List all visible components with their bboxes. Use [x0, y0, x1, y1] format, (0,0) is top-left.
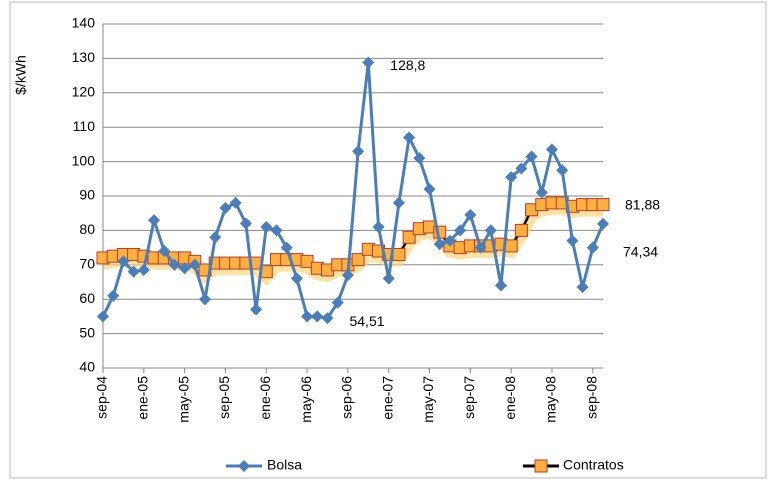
marker	[107, 289, 120, 302]
marker	[280, 241, 293, 254]
x-tick-label: may-07	[420, 376, 436, 423]
x-tick-label: sep-06	[339, 376, 355, 419]
marker	[188, 258, 201, 271]
y-tick-label: 100	[72, 152, 96, 168]
x-tick-label: may-08	[543, 376, 559, 423]
marker	[260, 220, 273, 233]
marker	[576, 281, 589, 294]
x-tick-label: ene-07	[379, 376, 395, 420]
marker	[372, 220, 385, 233]
marker	[148, 214, 161, 227]
marker	[566, 234, 579, 247]
data-label: 81,88	[625, 197, 660, 213]
marker	[514, 223, 528, 237]
marker	[382, 272, 395, 285]
marker	[464, 208, 477, 221]
y-tick-label: 130	[72, 49, 96, 65]
x-tick-label: ene-08	[502, 376, 518, 420]
marker	[413, 152, 426, 165]
marker	[270, 224, 283, 237]
marker	[433, 238, 446, 251]
x-tick-label: sep-04	[94, 376, 110, 419]
marker	[229, 196, 242, 209]
legend-label: Bolsa	[267, 457, 302, 473]
x-tick-label: sep-08	[583, 376, 599, 419]
marker	[321, 312, 334, 325]
x-tick-label: ene-05	[135, 376, 151, 420]
marker	[454, 224, 467, 237]
y-tick-label: 50	[79, 324, 95, 340]
marker	[556, 164, 569, 177]
y-tick-label: 140	[72, 15, 96, 31]
marker	[535, 186, 548, 199]
marker	[209, 231, 222, 244]
marker	[331, 296, 344, 309]
marker	[515, 162, 528, 175]
marker	[97, 310, 109, 323]
y-tick-label: 40	[79, 359, 95, 375]
y-tick-label: 70	[79, 256, 95, 272]
y-axis-label: $/kWh	[13, 55, 29, 95]
marker	[199, 293, 212, 306]
y-tick-label: 90	[79, 187, 95, 203]
marker	[300, 254, 314, 268]
y-tick-label: 60	[79, 290, 95, 306]
marker	[341, 269, 354, 282]
data-label: 54,51	[349, 313, 384, 329]
marker	[504, 239, 518, 253]
marker	[525, 150, 538, 163]
legend-marker	[238, 460, 250, 472]
marker	[137, 263, 150, 276]
marker	[239, 217, 252, 230]
marker	[545, 143, 558, 156]
marker	[351, 253, 365, 267]
marker	[505, 171, 518, 184]
marker	[250, 303, 263, 316]
marker	[158, 245, 171, 258]
x-tick-label: sep-07	[461, 376, 477, 419]
annotation: 74,34	[623, 244, 658, 260]
marker	[402, 230, 416, 244]
marker	[311, 310, 324, 323]
y-tick-label: 120	[72, 84, 96, 100]
marker	[443, 234, 456, 247]
x-tick-label: may-06	[298, 376, 314, 423]
marker	[596, 198, 610, 212]
marker	[392, 247, 406, 261]
marker	[178, 262, 191, 275]
marker	[392, 196, 405, 209]
marker	[219, 202, 232, 215]
marker	[362, 56, 375, 69]
x-tick-label: ene-06	[257, 376, 273, 420]
legend-label: Contratos	[563, 457, 624, 473]
marker	[474, 241, 487, 254]
chart-frame	[9, 1, 767, 479]
marker	[127, 265, 140, 278]
marker	[168, 258, 181, 271]
marker	[423, 183, 436, 196]
y-tick-label: 80	[79, 221, 95, 237]
marker	[117, 255, 130, 268]
legend-marker	[534, 459, 548, 473]
y-tick-label: 110	[73, 118, 96, 134]
x-tick-label: sep-05	[216, 376, 232, 419]
marker	[484, 224, 497, 237]
marker	[352, 145, 365, 158]
marker	[301, 310, 314, 323]
marker	[403, 131, 416, 144]
marker	[290, 272, 303, 285]
marker	[597, 217, 609, 230]
marker	[586, 241, 599, 254]
data-label: 128,8	[390, 57, 425, 73]
marker	[494, 279, 507, 292]
x-tick-label: may-05	[175, 376, 191, 423]
